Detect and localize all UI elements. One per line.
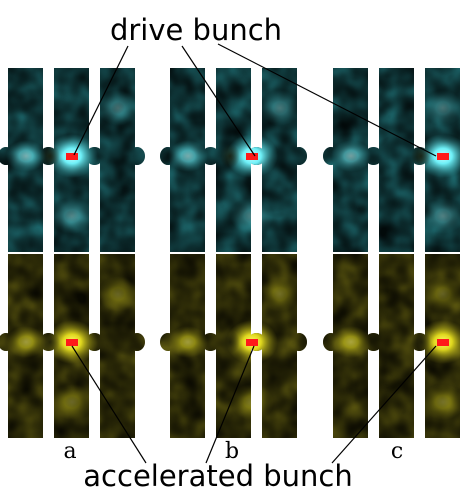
panel-c-accelerated-bunch-row	[323, 254, 460, 438]
field-maps	[0, 68, 460, 438]
panel-b-drive-bunch-row	[160, 68, 307, 252]
accelerated-bunch-label: accelerated bunch	[83, 459, 352, 493]
leader-accel-c	[331, 345, 437, 464]
bunch-marker	[437, 339, 449, 346]
drive-bunch-label: drive bunch	[110, 13, 282, 47]
panel-b-accelerated-bunch-row	[160, 254, 307, 438]
panel-label-c: c	[391, 439, 403, 464]
panel-label-b: b	[225, 439, 239, 464]
leader-accel-a	[71, 345, 147, 464]
panel-label-a: a	[63, 439, 76, 464]
panel-a-drive-bunch-row	[0, 68, 145, 252]
panel-a-accelerated-bunch-row	[0, 254, 145, 438]
bunch-marker	[66, 153, 78, 160]
bunch-marker	[246, 339, 258, 346]
leader-drive-b	[181, 45, 256, 157]
bunch-marker	[66, 339, 78, 346]
bunch-marker	[246, 153, 258, 160]
panel-c-drive-bunch-row	[323, 68, 460, 252]
field-map	[160, 254, 307, 438]
leader-lines	[71, 43, 437, 464]
bunch-marker	[437, 153, 449, 160]
leader-drive-c	[217, 43, 437, 157]
leader-drive-a	[73, 45, 129, 156]
field-map	[160, 68, 307, 252]
leader-accel-b	[205, 345, 255, 464]
